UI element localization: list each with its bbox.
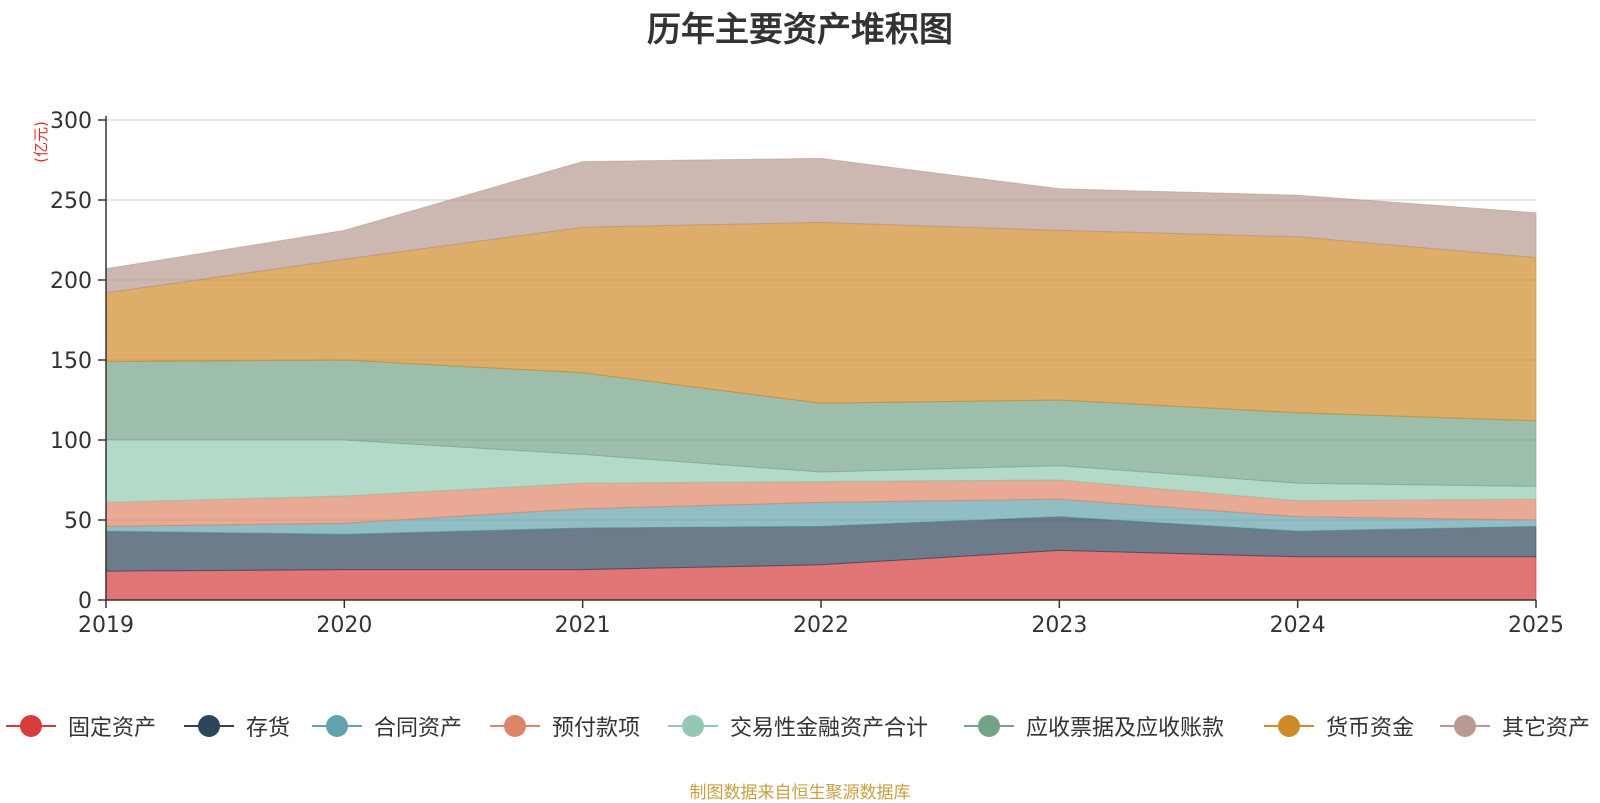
legend-marker-icon: [668, 713, 718, 739]
x-tick-label-2019: 2019: [78, 613, 134, 638]
x-tick-label-2022: 2022: [793, 613, 849, 638]
y-tick-label-50: 50: [64, 509, 92, 534]
y-axis-unit-label: (亿元): [32, 121, 50, 163]
legend-marker-icon: [6, 713, 56, 739]
legend-marker-icon: [184, 713, 234, 739]
legend-label: 货币资金: [1326, 716, 1415, 741]
area-series-7[interactable]: [105, 157, 1537, 294]
legend-item-5[interactable]: 应收票据及应收账款: [964, 708, 1224, 744]
x-tick-label-2025: 2025: [1508, 613, 1564, 638]
legend-item-6[interactable]: 货币资金: [1264, 708, 1414, 744]
legend-item-3[interactable]: 预付款项: [490, 708, 640, 744]
x-tick-label-2021: 2021: [555, 613, 611, 638]
legend-label: 预付款项: [552, 716, 641, 741]
legend-label: 存货: [246, 716, 291, 741]
source-note: 制图数据来自恒生聚源数据库: [689, 783, 911, 803]
legend-label: 交易性金融资产合计: [730, 716, 929, 741]
chart-title: 历年主要资产堆积图: [647, 10, 953, 50]
legend-item-4[interactable]: 交易性金融资产合计: [668, 708, 928, 744]
y-tick-label-250: 250: [50, 189, 92, 214]
y-tick-label-0: 0: [78, 589, 92, 614]
legend-item-1[interactable]: 存货: [184, 708, 290, 744]
y-tick-label-300: 300: [50, 109, 92, 134]
x-tick-label-2023: 2023: [1031, 613, 1087, 638]
y-tick-label-100: 100: [50, 429, 92, 454]
axes: 0 50 100 150 200 250 300 2019 2020 2021 2022 2023 20…: [50, 109, 1564, 638]
y-tick-label-150: 150: [50, 349, 92, 374]
legend-item-2[interactable]: 合同资产: [312, 708, 462, 744]
y-tick-label-200: 200: [50, 269, 92, 294]
legend-item-7[interactable]: 其它资产: [1440, 708, 1590, 744]
legend-marker-icon: [1440, 713, 1490, 739]
legend-label: 其它资产: [1502, 716, 1591, 741]
stacked-areas: [105, 157, 1537, 601]
x-tick-label-2020: 2020: [316, 613, 372, 638]
legend-item-0[interactable]: 固定资产: [6, 708, 156, 744]
legend-marker-icon: [312, 713, 362, 739]
legend-marker-icon: [964, 713, 1014, 739]
legend: 固定资产 存货 合同资产 预付款项 交易性金融资产合计 应收票据及应收账款 货币资金 其它资产: [0, 708, 1600, 744]
x-tick-label-2024: 2024: [1270, 613, 1326, 638]
legend-label: 固定资产: [68, 716, 157, 741]
legend-label: 合同资产: [374, 716, 463, 741]
legend-marker-icon: [490, 713, 540, 739]
legend-marker-icon: [1264, 713, 1314, 739]
legend-label: 应收票据及应收账款: [1026, 716, 1225, 741]
